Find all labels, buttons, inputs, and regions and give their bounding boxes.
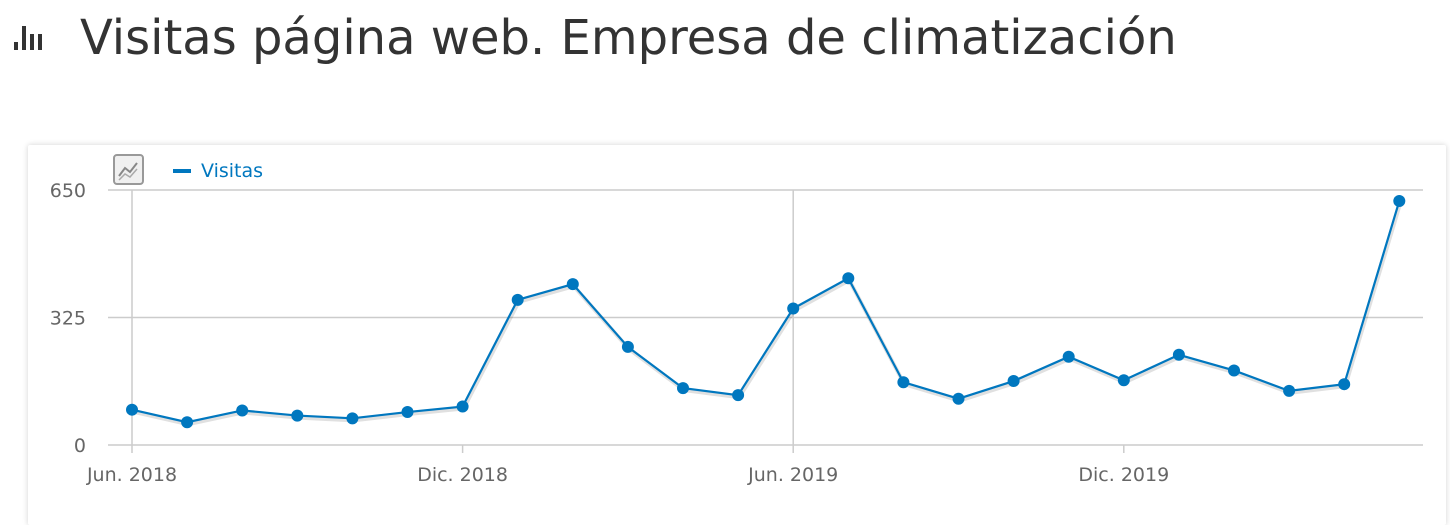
legend[interactable]: Visitas (173, 160, 263, 182)
grid (108, 189, 1423, 453)
x-tick-label: Dic. 2018 (417, 464, 508, 486)
data-point[interactable] (787, 302, 800, 315)
data-point[interactable] (1117, 374, 1130, 387)
data-point[interactable] (181, 416, 194, 429)
data-point[interactable] (1283, 384, 1296, 397)
data-point[interactable] (1062, 350, 1075, 363)
data-point[interactable] (1393, 194, 1406, 207)
data-point[interactable] (1228, 364, 1240, 377)
data-point[interactable] (842, 272, 855, 285)
data-point[interactable] (621, 340, 634, 353)
x-tick-label: Dic. 2019 (1078, 464, 1169, 486)
data-point[interactable] (566, 278, 579, 291)
data-point[interactable] (126, 403, 138, 416)
y-tick-label: 650 (50, 180, 86, 202)
x-tick-label: Jun. 2019 (747, 464, 838, 486)
data-point[interactable] (291, 409, 304, 422)
data-point[interactable] (511, 293, 524, 306)
page-title: Visitas página web. Empresa de climatiza… (80, 10, 1177, 66)
data-point[interactable] (1007, 375, 1020, 388)
line-chart-toggle-icon[interactable] (113, 154, 144, 185)
series-visitas[interactable] (126, 194, 1406, 429)
data-point[interactable] (401, 406, 414, 419)
data-point[interactable] (236, 404, 249, 417)
data-point[interactable] (897, 376, 910, 389)
data-point[interactable] (952, 392, 965, 405)
data-point[interactable] (1338, 378, 1351, 391)
legend-marker (173, 169, 191, 173)
axes: 0 325 650 Jun. 2018 Dic. 2018 Jun. 2019 Dic. 2… (50, 180, 1169, 486)
chart-card: 0 325 650 Jun. 2018 Dic. 2018 Jun. 2019 Dic. 2… (28, 145, 1446, 525)
series-line[interactable] (131, 200, 1401, 424)
legend-label: Visitas (201, 160, 263, 182)
x-tick-label: Jun. 2018 (86, 464, 177, 486)
bar-chart-icon (14, 26, 42, 50)
y-tick-label: 325 (50, 308, 86, 330)
line-chart: 0 325 650 Jun. 2018 Dic. 2018 Jun. 2019 Dic. 2… (50, 154, 1423, 486)
data-point[interactable] (732, 389, 745, 402)
series-shadow (132, 202, 1403, 427)
header: Visitas página web. Empresa de climatiza… (0, 0, 1450, 90)
data-point[interactable] (677, 382, 689, 395)
data-point[interactable] (456, 400, 469, 413)
data-point[interactable] (1172, 348, 1185, 361)
data-point[interactable] (346, 412, 359, 425)
y-tick-label: 0 (74, 435, 86, 457)
